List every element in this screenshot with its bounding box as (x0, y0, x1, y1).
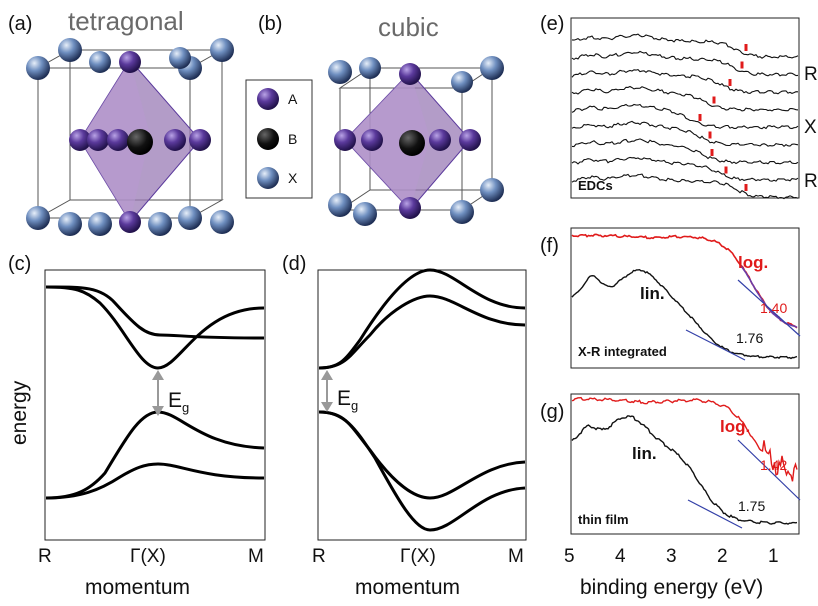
edc-curve (571, 103, 799, 130)
legend-label-x: X (288, 170, 298, 186)
f-lin-curve (571, 268, 798, 360)
tick-c-gamma: Γ(X) (130, 546, 166, 567)
edc-edge-marker (740, 61, 744, 69)
edc-edge-marker (724, 166, 728, 174)
edc-frame (570, 17, 800, 199)
edc-inset-label: EDCs (578, 178, 613, 193)
g-log-value: 1.42 (760, 457, 787, 473)
atom-a-swatch (257, 88, 279, 110)
spectrum-f-frame (570, 227, 800, 369)
spectrum-panel-g: log. lin. 1.42 1.75 thin film (570, 393, 801, 535)
edc-edge-marker (712, 96, 716, 104)
ylabel-energy: energy (8, 380, 31, 445)
binding-energy-axis: 5 4 3 2 1 binding energy (eV) (564, 546, 779, 599)
edc-edge-marker (708, 131, 712, 139)
tick-c-r: R (38, 546, 52, 567)
band-c-cb1 (45, 285, 265, 370)
tick-d-gamma: Γ(X) (400, 546, 436, 567)
band-c-vb2 (45, 462, 265, 500)
gap-label-c: Eg (168, 389, 189, 415)
tick-c-m: M (248, 546, 264, 567)
edc-curve (571, 138, 799, 165)
be-tick-1: 1 (768, 546, 779, 567)
edc-curve (571, 33, 799, 59)
legend-label-a: A (288, 91, 298, 107)
edc-edge-marker (710, 149, 714, 156)
f-lin-fit-line (685, 329, 746, 361)
panel-label-f: (f) (540, 235, 559, 257)
panel-label-a: (a) (8, 13, 32, 35)
band-plot-d: Eg R Γ(X) M momentum (312, 268, 527, 599)
edc-curve (571, 85, 799, 112)
edc-curve (571, 50, 799, 77)
xlabel-d: momentum (355, 576, 460, 599)
f-caption: X-R integrated (578, 344, 667, 359)
be-tick-4: 4 (615, 546, 626, 567)
f-lin-label: lin. (640, 284, 665, 303)
g-lin-label: lin. (632, 444, 657, 463)
g-lin-fit-line (687, 499, 743, 529)
edc-edge-marker (698, 114, 702, 121)
be-tick-2: 2 (717, 546, 728, 567)
edc-label-x: X (804, 117, 817, 138)
f-lin-value: 1.76 (736, 330, 763, 346)
edc-curve (571, 156, 799, 182)
f-log-fit-line (737, 279, 801, 337)
cubic-structure (328, 56, 504, 226)
g-lin-value: 1.75 (738, 498, 765, 514)
f-log-value: 1.40 (760, 300, 787, 316)
atom-b-swatch (257, 128, 279, 150)
edc-edge-marker (744, 184, 748, 191)
g-log-label: log. (720, 417, 750, 436)
tetragonal-title: tetragonal (68, 6, 184, 36)
band-plot-c-frame (44, 269, 266, 541)
xlabel-c: momentum (85, 576, 190, 599)
edc-curve (571, 120, 799, 148)
band-plot-c: Eg R Γ(X) M momentum energy (8, 269, 266, 599)
edc-curve (571, 173, 799, 200)
tick-d-m: M (508, 546, 524, 567)
edc-curves (571, 33, 799, 200)
g-caption: thin film (578, 512, 629, 527)
legend-label-b: B (288, 131, 297, 147)
panel-label-b: (b) (258, 13, 282, 35)
edc-label-r-bottom: R (804, 171, 818, 192)
spectrum-panel-f: log. lin. 1.40 1.76 X-R integrated (570, 227, 801, 369)
f-log-fit (739, 263, 798, 329)
spectrum-g-frame (570, 393, 800, 535)
f-log-label: log. (738, 253, 768, 272)
be-xlabel: binding energy (eV) (580, 576, 763, 599)
g-log-fit-line (737, 439, 801, 501)
atom-legend: A B X (245, 79, 313, 199)
gap-label-d: Eg (337, 387, 358, 413)
g-log-curve (571, 396, 798, 482)
panel-label-c: (c) (8, 253, 31, 275)
band-d-cb2 (318, 294, 526, 370)
panel-label-e: (e) (540, 13, 564, 35)
tetragonal-structure (26, 38, 234, 236)
band-c-vb1 (45, 410, 265, 500)
edc-edge-marker (728, 79, 732, 86)
atom-x-swatch (257, 167, 279, 189)
cubic-title: cubic (378, 12, 439, 42)
edc-edge-marker (744, 44, 748, 51)
band-d-vb2 (318, 410, 526, 532)
panel-label-d: (d) (282, 253, 306, 275)
edc-panel: EDCs R X R (570, 17, 818, 200)
panel-label-g: (g) (540, 401, 564, 423)
edc-curve (571, 68, 799, 95)
g-lin-curve (571, 415, 798, 525)
tick-d-r: R (312, 546, 326, 567)
band-c-cb2 (45, 285, 265, 340)
be-tick-3: 3 (666, 546, 677, 567)
be-tick-5: 5 (564, 546, 575, 567)
edc-label-r-top: R (804, 64, 818, 85)
